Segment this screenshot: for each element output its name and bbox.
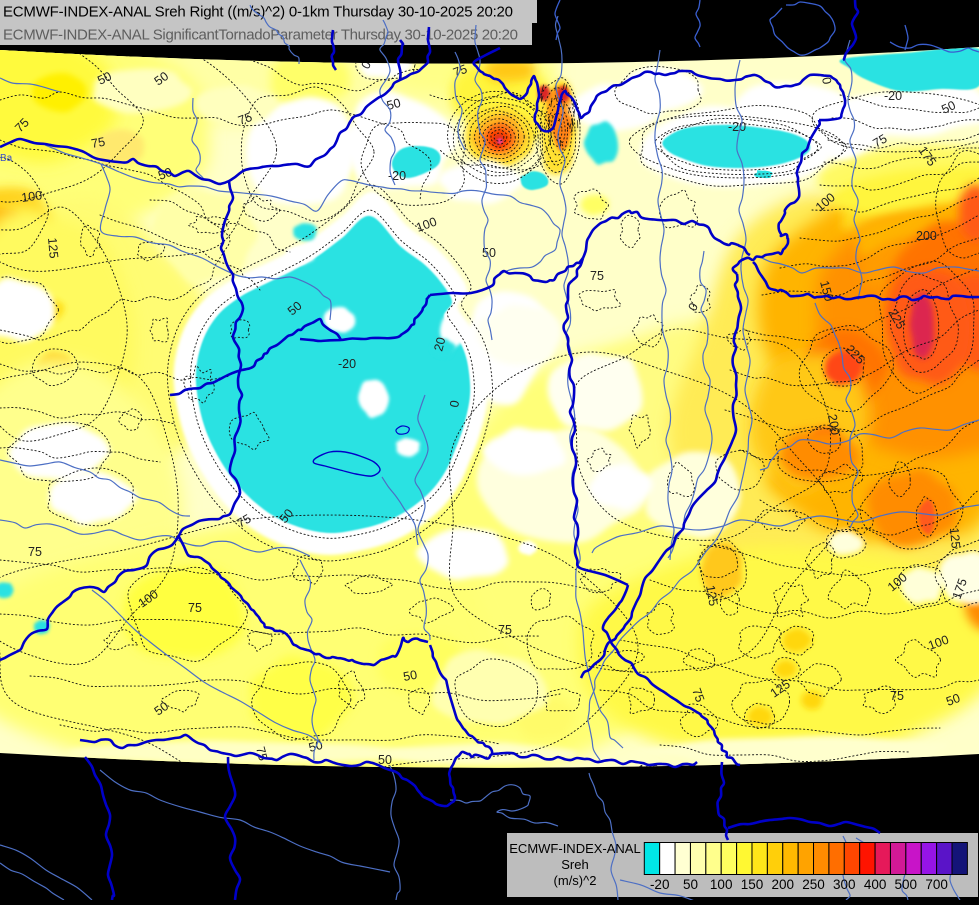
svg-text:50: 50: [683, 877, 698, 892]
svg-text:400: 400: [864, 877, 887, 892]
svg-text:200: 200: [916, 229, 937, 243]
svg-text:75: 75: [188, 601, 202, 615]
svg-text:-20: -20: [650, 877, 670, 892]
svg-text:ECMWF-INDEX-ANAL: ECMWF-INDEX-ANAL: [509, 841, 640, 856]
svg-text:75: 75: [28, 545, 42, 559]
svg-text:75: 75: [590, 269, 604, 283]
svg-text:700: 700: [925, 877, 948, 892]
svg-text:100: 100: [710, 877, 733, 892]
svg-text:200: 200: [772, 877, 795, 892]
svg-text:-20: -20: [884, 89, 902, 103]
svg-text:150: 150: [741, 877, 764, 892]
svg-text:100: 100: [20, 188, 43, 205]
svg-text:ECMWF-INDEX-ANAL SignificantTo: ECMWF-INDEX-ANAL SignificantTornadoParam…: [3, 27, 518, 44]
svg-text:ECMWF-INDEX-ANAL Sreh Right ((: ECMWF-INDEX-ANAL Sreh Right ((m/s)^2) 0-…: [3, 4, 513, 21]
svg-text:50: 50: [402, 668, 418, 684]
svg-text:125: 125: [45, 237, 61, 259]
svg-text:500: 500: [895, 877, 918, 892]
svg-text:300: 300: [833, 877, 856, 892]
svg-text:Sreh: Sreh: [561, 857, 588, 872]
svg-text:125: 125: [947, 527, 963, 549]
svg-text:75: 75: [90, 135, 106, 151]
svg-text:(m/s)^2: (m/s)^2: [554, 873, 597, 888]
svg-text:75: 75: [890, 689, 904, 703]
svg-text:Ba: Ba: [0, 153, 13, 164]
svg-text:-20: -20: [338, 357, 356, 371]
svg-text:-20: -20: [728, 120, 746, 134]
svg-text:75: 75: [498, 623, 512, 637]
svg-text:250: 250: [802, 877, 825, 892]
